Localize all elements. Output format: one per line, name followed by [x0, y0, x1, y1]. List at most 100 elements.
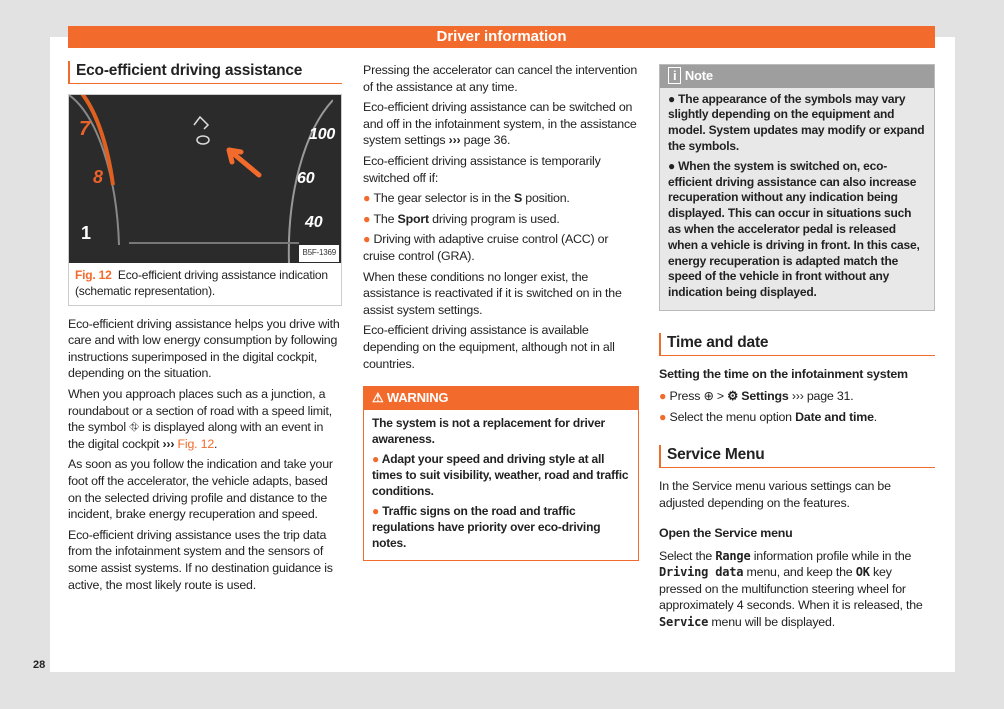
text-run: Adapt your speed and driving style at al… [372, 451, 629, 498]
bullet: ● [372, 451, 382, 466]
text-run: ››› page 31. [788, 389, 854, 404]
middle-paragraphs: Pressing the accelerator can cancel the … [363, 62, 639, 372]
bullet: ● [659, 409, 670, 424]
bullet: ● [659, 389, 670, 404]
note-title: Note [684, 68, 713, 83]
text-run: key pressed on the multifunction steerin… [659, 565, 923, 613]
text-run: ››› [448, 133, 461, 148]
paragraph: Eco-efficient driving assistance helps y… [68, 316, 342, 382]
section-heading: Service Menu [659, 445, 935, 468]
figure-caption: Fig. 12 Eco-efficient driving assistance… [69, 263, 341, 305]
info-icon: i [668, 67, 682, 84]
text-run: . [873, 409, 878, 424]
text-run: menu, and keep the [743, 565, 856, 580]
paragraph: As soon as you follow the indication and… [68, 456, 342, 522]
paragraph: ● Traffic signs on the road and traffic … [372, 503, 630, 551]
paragraph: ● The Sport driving program is used. [363, 211, 639, 228]
text-run: page 36. [460, 133, 511, 148]
paragraph: ● The gear selector is in the S position… [363, 190, 639, 207]
caption-text: Eco-efficient driving assistance indicat… [75, 267, 328, 298]
bullet: ● [363, 211, 374, 226]
warning-body: The system is not a replacement for driv… [364, 410, 638, 560]
text-run: Date and time [795, 409, 874, 424]
paragraph: Eco-efficient driving assistance uses th… [68, 527, 342, 593]
paragraph: Eco-efficient driving assistance is avai… [363, 322, 639, 372]
middle-column: Pressing the accelerator can cancel the … [363, 62, 639, 561]
text-run: Pressing the accelerator can cancel the … [363, 63, 638, 94]
left-column: Eco-efficient driving assistance 7 8 1 1… [68, 61, 342, 597]
text-run: Sport [397, 211, 430, 226]
paragraph: The system is not a replacement for driv… [372, 415, 630, 447]
left-paragraphs: Eco-efficient driving assistance helps y… [68, 316, 342, 594]
text-run: As soon as you follow the indication and… [68, 457, 333, 522]
gauge-number: 60 [297, 169, 315, 187]
gauge-number: 1 [81, 222, 91, 243]
text-run: Eco-efficient driving assistance uses th… [68, 527, 333, 592]
text-run: The system is not a replacement for driv… [372, 415, 606, 446]
subheading: Open the Service menu [659, 526, 793, 541]
gauge-number: 8 [93, 166, 103, 187]
warning-header: ⚠ WARNING [364, 387, 638, 410]
text-run: In the Service menu various settings can… [659, 478, 891, 510]
text-run: When these conditions no longer exist, t… [363, 269, 622, 317]
header-title: Driver information [68, 26, 935, 48]
text-run: Select the menu option [669, 409, 796, 424]
text-run: information profile while in the [750, 548, 912, 563]
paragraph: When you approach places such as a junct… [68, 386, 342, 452]
page-number: 28 [33, 659, 46, 671]
text-run: The gear selector is in the [373, 191, 514, 206]
text-run: Driving with adaptive cruise control (AC… [363, 232, 609, 263]
subheading: Setting the time on the infotainment sys… [659, 366, 908, 381]
text-run: Eco-efficient driving assistance can be … [363, 100, 637, 148]
gauge-number: 7 [79, 117, 90, 140]
text-run: Driving data [659, 565, 744, 580]
warning-box: ⚠ WARNING The system is not a replacemen… [363, 386, 639, 561]
section-heading: Eco-efficient driving assistance [68, 61, 342, 84]
text-run: Service [659, 615, 709, 630]
service-intro: In the Service menu various settings can… [659, 478, 935, 511]
note-header: i Note [660, 65, 934, 88]
text-run: OK [855, 565, 870, 580]
bullet: ● [363, 232, 374, 247]
text-run: Select the [659, 548, 716, 563]
figure-label[interactable]: Fig. 12 [75, 267, 112, 282]
text-run: Eco-efficient driving assistance is avai… [363, 323, 615, 371]
paragraph: ● Adapt your speed and driving style at … [372, 451, 630, 499]
warning-title: WARNING [386, 390, 449, 406]
text-run: ››› [162, 436, 175, 451]
paragraph: ● Press ⊕ > ⚙ Settings ››› page 31. [659, 388, 935, 405]
paragraph: ● The appearance of the symbols may vary… [668, 92, 926, 155]
paragraph: ● Select the menu option Date and time. [659, 409, 935, 426]
paragraph: ● Driving with adaptive cruise control (… [363, 231, 639, 264]
text-run: ● The appearance of the symbols may vary… [668, 91, 925, 153]
paragraph: In the Service menu various settings can… [659, 478, 935, 511]
paragraph: Eco-efficient driving assistance is temp… [363, 153, 639, 186]
text-run: When you approach places such as a junct… [68, 386, 332, 451]
paragraph: ● When the system is switched on, eco-ef… [668, 159, 926, 301]
figure: 7 8 1 100 60 40 B5F-1369 Fig. 12 Eco-eff… [68, 93, 342, 306]
text-run: driving program is used. [428, 211, 560, 226]
text-run: menu will be displayed. [708, 615, 835, 630]
paragraph: Eco-efficient driving assistance can be … [363, 99, 639, 149]
text-run: Eco-efficient driving assistance helps y… [68, 316, 340, 381]
text-run: Traffic signs on the road and traffic re… [372, 503, 601, 550]
gauge-number: 40 [305, 213, 323, 231]
text-run: Press ⊕ > [669, 389, 728, 404]
note-box: i Note ● The appearance of the symbols m… [659, 64, 935, 311]
section-heading: Time and date [659, 332, 935, 356]
paragraph: When these conditions no longer exist, t… [363, 269, 639, 319]
text-run: position. [522, 191, 570, 206]
bullet: ● [363, 191, 374, 206]
gauge-number: 100 [309, 125, 336, 143]
figure-link[interactable]: Fig. 12 [174, 436, 215, 451]
text-run: Range [715, 548, 751, 563]
text-run: . [214, 436, 218, 451]
text-run: ● When the system is switched on, eco-ef… [668, 158, 920, 300]
text-run: S [513, 191, 523, 206]
dashboard-image: 7 8 1 100 60 40 B5F-1369 [69, 94, 341, 263]
service-paragraphs: Select the Range information profile whi… [659, 548, 935, 631]
warning-icon: ⚠ [372, 390, 384, 406]
paragraph: Pressing the accelerator can cancel the … [363, 62, 639, 95]
figure-code: B5F-1369 [299, 245, 339, 262]
bullet: ● [372, 503, 383, 518]
